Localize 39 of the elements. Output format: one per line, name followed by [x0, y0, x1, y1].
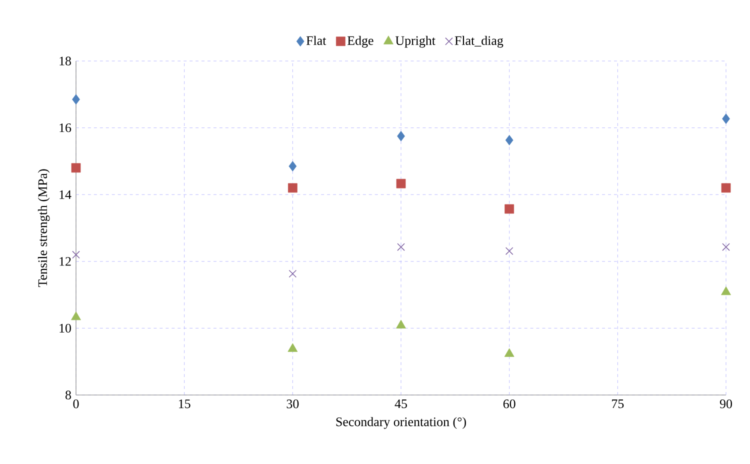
point [505, 134, 514, 146]
x-tick-label: 45 [394, 400, 407, 408]
y-axis-title: Tensile strength (MPa) [38, 169, 50, 288]
x-tick-label: 60 [503, 400, 516, 408]
y-tick-label: 12 [60, 257, 71, 266]
x-tick-label: 90 [720, 400, 732, 408]
x-tick-label: 0 [73, 400, 79, 408]
point [396, 320, 406, 328]
point [288, 343, 298, 352]
point [504, 204, 514, 214]
point [504, 348, 514, 357]
legend-label: Flat [306, 36, 326, 45]
legend-label: Upright [395, 36, 436, 48]
point [397, 243, 405, 251]
point [505, 247, 514, 255]
point [288, 161, 297, 172]
point [71, 312, 81, 320]
x-tick-label: 75 [612, 400, 624, 408]
legend-label: Edge [348, 36, 374, 48]
y-tick-label: 8 [66, 390, 71, 400]
point [722, 114, 730, 124]
x-axis-title: Secondary orientation (°) [336, 417, 466, 429]
legend-label: Flat_diag [454, 36, 504, 48]
point [397, 130, 405, 142]
point [288, 270, 297, 278]
point [71, 163, 81, 173]
point [72, 94, 80, 105]
point [72, 250, 80, 259]
y-tick-label: 10 [60, 324, 71, 333]
y-tick-label: 18 [60, 56, 71, 66]
point [721, 286, 731, 296]
x-tick-label: 30 [286, 400, 299, 408]
point [396, 178, 406, 188]
point [722, 243, 730, 251]
y-tick-label: 16 [60, 123, 72, 132]
x-tick-label: 15 [179, 400, 190, 408]
y-tick-label: 14 [60, 190, 72, 199]
point [721, 183, 731, 193]
point [288, 183, 298, 193]
